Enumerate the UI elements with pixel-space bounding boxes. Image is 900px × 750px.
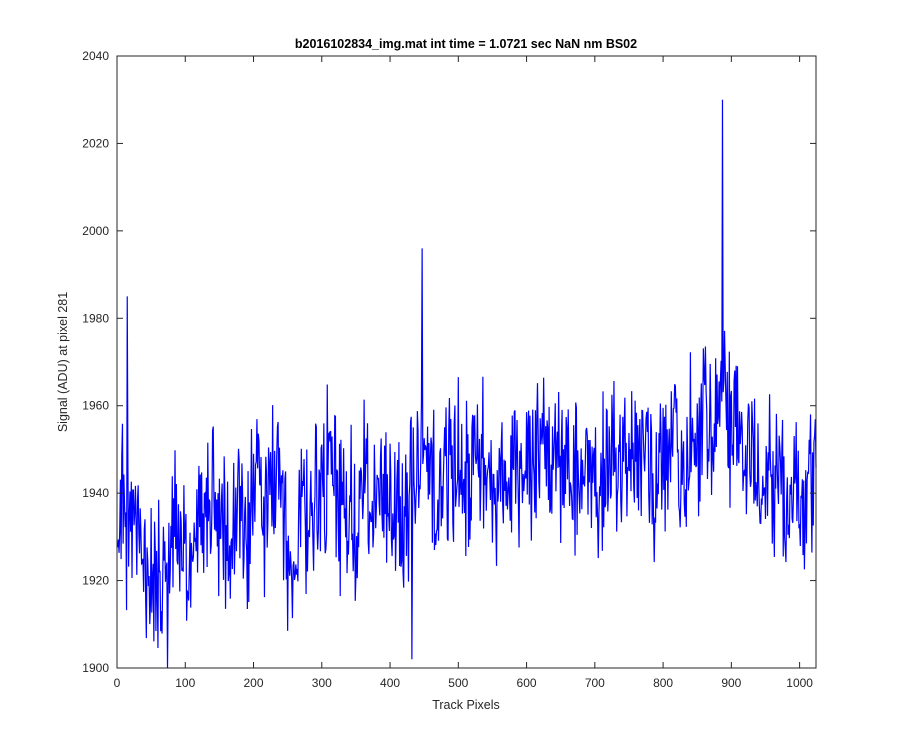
x-tick-label: 700 xyxy=(585,676,605,690)
y-axis-ticks: 1900 1920 1940 1960 1980 2000 2020 2040 xyxy=(82,49,816,675)
y-axis-label: Signal (ADU) at pixel 281 xyxy=(56,292,70,432)
x-tick-label: 0 xyxy=(114,676,121,690)
y-tick-label: 1960 xyxy=(82,399,109,413)
x-tick-label: 400 xyxy=(380,676,400,690)
y-tick-label: 2040 xyxy=(82,49,109,63)
series-line xyxy=(117,99,817,669)
x-tick-label: 100 xyxy=(175,676,195,690)
x-tick-label: 500 xyxy=(448,676,468,690)
y-tick-label: 1980 xyxy=(82,311,109,325)
x-tick-label: 800 xyxy=(653,676,673,690)
x-tick-label: 600 xyxy=(517,676,537,690)
x-tick-label: 900 xyxy=(721,676,741,690)
x-axis-label: Track Pixels xyxy=(432,698,500,712)
y-tick-label: 2000 xyxy=(82,224,109,238)
x-axis-ticks: 0 100 200 300 400 500 600 700 800 900 1000 xyxy=(114,56,813,690)
y-tick-label: 1920 xyxy=(82,574,109,588)
chart-title: b2016102834_img.mat int time = 1.0721 se… xyxy=(295,37,637,51)
y-tick-label: 2020 xyxy=(82,136,109,150)
axes-frame xyxy=(116,55,817,669)
y-tick-label: 1900 xyxy=(82,661,109,675)
x-tick-label: 200 xyxy=(244,676,264,690)
series-line-layer xyxy=(117,99,817,669)
axes-box xyxy=(116,55,817,669)
y-tick-label: 1940 xyxy=(82,486,109,500)
x-tick-label: 1000 xyxy=(786,676,813,690)
plot-area xyxy=(117,56,816,668)
x-tick-label: 300 xyxy=(312,676,332,690)
